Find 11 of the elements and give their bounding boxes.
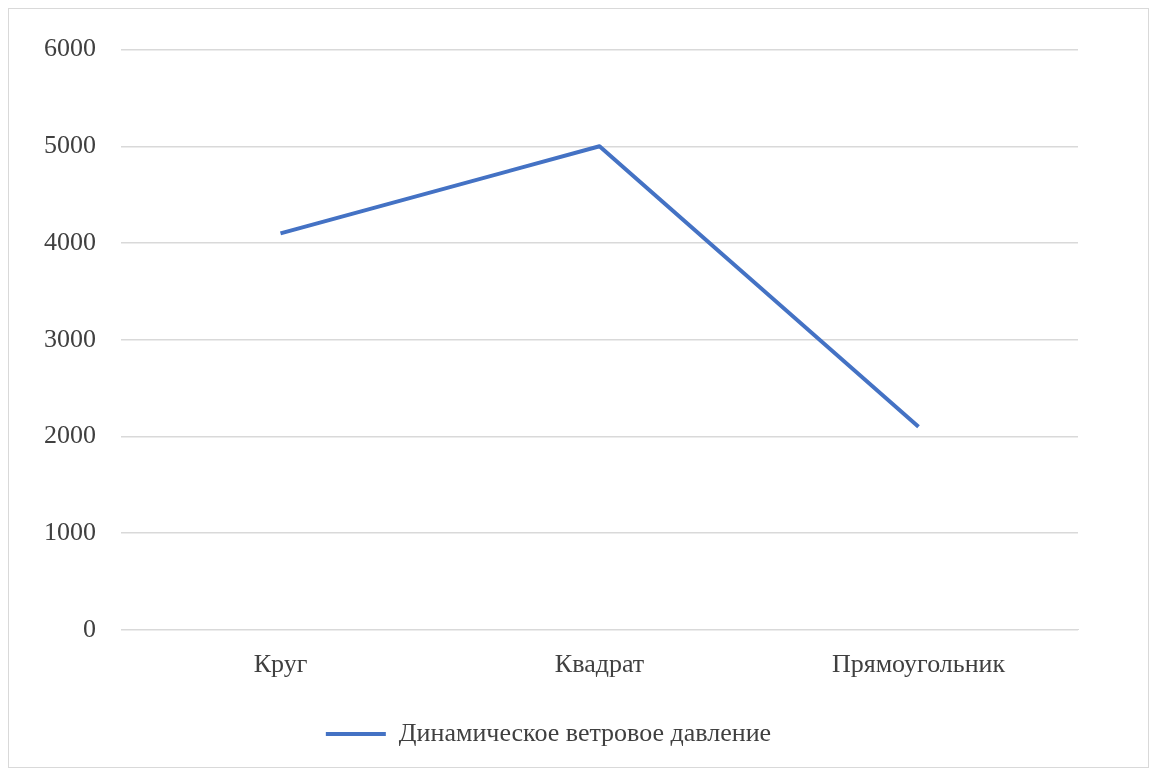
y-tick-label: 2000	[44, 420, 96, 450]
y-tick-label: 0	[83, 613, 96, 643]
x-tick-label: Квадрат	[554, 649, 645, 679]
y-tick-label: 5000	[44, 130, 96, 160]
y-tick-label: 6000	[44, 33, 96, 63]
y-tick-label: 4000	[44, 226, 96, 256]
legend-label: Динамическое ветровое давление	[398, 717, 772, 747]
y-tick-label: 3000	[44, 323, 96, 353]
x-tick-label: Круг	[253, 649, 308, 679]
y-tick-label: 1000	[44, 516, 96, 546]
x-tick-label: Прямоугольник	[831, 649, 1006, 679]
